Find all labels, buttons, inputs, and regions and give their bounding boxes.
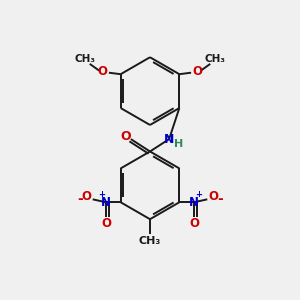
Text: O: O <box>189 217 199 230</box>
Text: N: N <box>189 196 199 209</box>
Text: -: - <box>217 192 223 206</box>
Text: -: - <box>77 192 83 206</box>
Text: H: H <box>174 139 183 148</box>
Text: +: + <box>98 190 105 200</box>
Text: CH₃: CH₃ <box>74 55 95 64</box>
Text: N: N <box>164 133 174 146</box>
Text: O: O <box>209 190 219 203</box>
Text: O: O <box>81 190 91 203</box>
Text: N: N <box>101 196 111 209</box>
Text: O: O <box>193 65 203 78</box>
Text: O: O <box>97 65 107 78</box>
Text: O: O <box>101 217 111 230</box>
Text: O: O <box>120 130 131 143</box>
Text: CH₃: CH₃ <box>139 236 161 246</box>
Text: +: + <box>195 190 202 200</box>
Text: CH₃: CH₃ <box>205 55 226 64</box>
